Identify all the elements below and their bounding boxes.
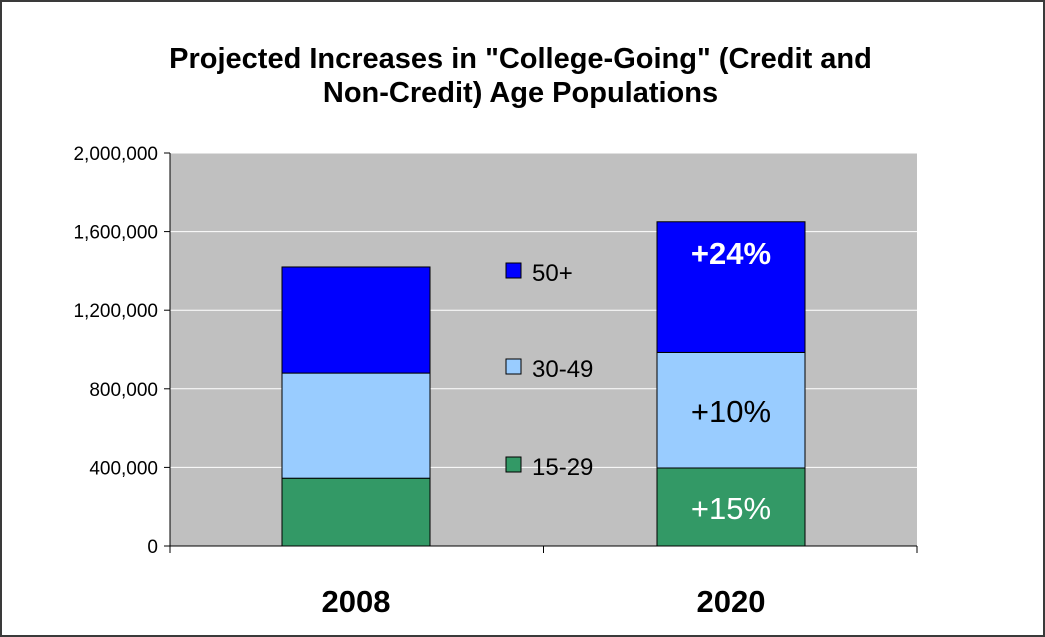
chart-title: Projected Increases in "College-Going" (… [0, 42, 1041, 110]
legend-swatch [505, 456, 522, 473]
x-tick-label: 2008 [322, 584, 391, 619]
legend-label: 50+ [532, 260, 573, 287]
chart-title-line-2: Non-Credit) Age Populations [322, 77, 719, 109]
legend-label: 15-29 [532, 454, 593, 481]
legend-swatch [505, 358, 522, 375]
bar-30-49-2008 [281, 372, 431, 479]
legend-swatch [505, 262, 522, 279]
x-tick-label: 2020 [697, 584, 766, 619]
bar-50plus-2020 [656, 221, 806, 353]
legend-label: 30-49 [532, 356, 593, 383]
y-tick-label: 1,200,000 [73, 301, 158, 322]
bar-50plus-2008 [281, 266, 431, 374]
y-tick-label: 0 [147, 537, 158, 558]
bar-annotation: +24% [691, 236, 771, 271]
bar-15-29-2008 [281, 477, 431, 547]
bar-30-49-2020 [656, 351, 806, 469]
bar-annotation: +15% [691, 491, 771, 526]
bar-annotation: +10% [691, 394, 771, 429]
y-tick-label: 1,600,000 [73, 223, 158, 244]
y-tick-label: 800,000 [89, 380, 158, 401]
chart-title-line-1: Projected Increases in "College-Going" (… [169, 43, 872, 75]
y-tick-label: 400,000 [89, 458, 158, 479]
bar-15-29-2020 [656, 467, 806, 547]
y-tick-label: 2,000,000 [73, 144, 158, 165]
